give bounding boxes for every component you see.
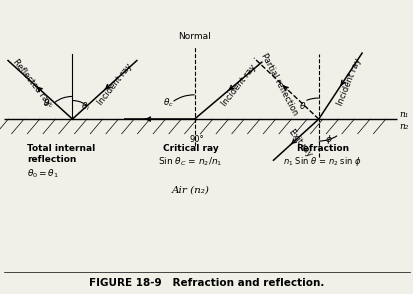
Text: Incident ray: Incident ray — [96, 62, 134, 107]
Text: Total internal
reflection: Total internal reflection — [27, 144, 95, 164]
Text: $n_1$ Sin $\theta$ = $n_2$ sin $\phi$: $n_1$ Sin $\theta$ = $n_2$ sin $\phi$ — [283, 155, 361, 168]
Text: 90°: 90° — [189, 135, 204, 144]
Text: Air (n₂): Air (n₂) — [171, 185, 209, 194]
Text: Normal: Normal — [178, 32, 211, 41]
Text: Refraction: Refraction — [296, 144, 349, 153]
Text: Incident ray: Incident ray — [219, 62, 257, 108]
Text: $\theta_i$: $\theta_i$ — [81, 101, 90, 113]
Text: Critical ray: Critical ray — [162, 144, 218, 153]
Text: n₂: n₂ — [399, 122, 408, 131]
Text: $\theta_0 = \theta_1$: $\theta_0 = \theta_1$ — [27, 168, 59, 180]
Text: $\theta_c$: $\theta_c$ — [43, 98, 54, 110]
Text: $\theta_c$: $\theta_c$ — [163, 97, 174, 109]
Text: Sin $\theta_C$ = $n_2/n_1$: Sin $\theta_C$ = $n_2/n_1$ — [158, 156, 222, 168]
Text: $\phi$: $\phi$ — [325, 133, 332, 146]
Text: FIGURE 18-9   Refraction and reflection.: FIGURE 18-9 Refraction and reflection. — [89, 278, 324, 288]
Text: Reflected ray: Reflected ray — [11, 57, 52, 107]
Text: Exit ray: Exit ray — [286, 127, 313, 158]
Text: $\theta$: $\theta$ — [299, 100, 306, 111]
Text: Partial reflection: Partial reflection — [258, 51, 299, 117]
Text: Incident ray: Incident ray — [335, 57, 363, 107]
Text: n₁: n₁ — [399, 110, 408, 119]
